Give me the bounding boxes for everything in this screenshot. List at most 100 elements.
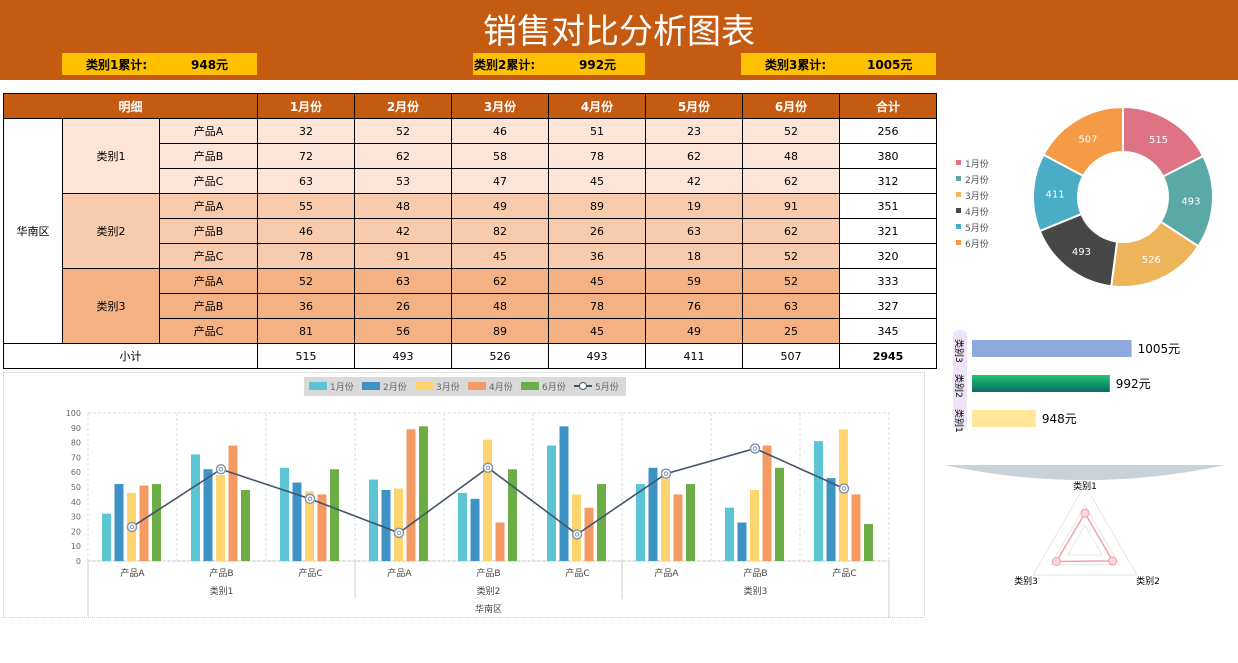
- table-cell[interactable]: 52: [257, 268, 355, 294]
- table-cell[interactable]: 25: [742, 318, 840, 344]
- table-cell[interactable]: 312: [839, 168, 937, 194]
- donut-legend-swatch: [956, 192, 961, 197]
- table-cell[interactable]: 515: [257, 343, 355, 369]
- table-cell[interactable]: 58: [451, 143, 549, 169]
- table-cell[interactable]: 产品C: [159, 168, 258, 194]
- table-cell[interactable]: 56: [354, 318, 452, 344]
- table-cell[interactable]: 48: [742, 143, 840, 169]
- bar-4月份: [139, 485, 149, 561]
- table-cell[interactable]: 333: [839, 268, 937, 294]
- line-point-inner: [841, 486, 847, 491]
- table-cell[interactable]: 82: [451, 218, 549, 244]
- table-cell[interactable]: 45: [548, 168, 646, 194]
- table-cell[interactable]: 62: [354, 143, 452, 169]
- y-tick-label: 100: [66, 409, 81, 418]
- table-cell[interactable]: 26: [548, 218, 646, 244]
- table-cell[interactable]: 493: [354, 343, 452, 369]
- table-cell[interactable]: 产品B: [159, 143, 258, 169]
- bar-4月份: [762, 445, 772, 561]
- table-cell[interactable]: 类别1: [62, 118, 160, 194]
- table-cell[interactable]: 507: [742, 343, 840, 369]
- table-cell[interactable]: 产品B: [159, 218, 258, 244]
- table-cell[interactable]: 91: [354, 243, 452, 269]
- table-cell[interactable]: 52: [742, 243, 840, 269]
- table-cell[interactable]: 48: [451, 293, 549, 319]
- table-cell[interactable]: 48: [354, 193, 452, 219]
- table-cell[interactable]: 47: [451, 168, 549, 194]
- table-cell[interactable]: 产品C: [159, 243, 258, 269]
- table-cell[interactable]: 52: [354, 118, 452, 144]
- table-cell[interactable]: 45: [451, 243, 549, 269]
- table-cell[interactable]: 26: [354, 293, 452, 319]
- table-cell[interactable]: 327: [839, 293, 937, 319]
- table-cell[interactable]: 493: [548, 343, 646, 369]
- x-tick-label: 产品A: [387, 567, 412, 579]
- table-cell[interactable]: 45: [548, 318, 646, 344]
- table-cell[interactable]: 华南区: [3, 118, 63, 344]
- table-cell[interactable]: 81: [257, 318, 355, 344]
- table-cell[interactable]: 42: [354, 218, 452, 244]
- table-cell[interactable]: 小计: [3, 343, 258, 369]
- table-cell[interactable]: 产品A: [159, 268, 258, 294]
- table-cell[interactable]: 63: [742, 293, 840, 319]
- table-cell[interactable]: 72: [257, 143, 355, 169]
- table-cell[interactable]: 产品A: [159, 118, 258, 144]
- table-cell[interactable]: 18: [645, 243, 743, 269]
- table-cell[interactable]: 53: [354, 168, 452, 194]
- table-cell[interactable]: 42: [645, 168, 743, 194]
- table-cell[interactable]: 63: [257, 168, 355, 194]
- table-cell[interactable]: 320: [839, 243, 937, 269]
- table-cell[interactable]: 89: [451, 318, 549, 344]
- table-cell[interactable]: 411: [645, 343, 743, 369]
- table-cell[interactable]: 类别3: [62, 268, 160, 344]
- table-cell[interactable]: 52: [742, 118, 840, 144]
- table-cell[interactable]: 产品B: [159, 293, 258, 319]
- table-cell[interactable]: 62: [451, 268, 549, 294]
- line-point-inner: [307, 496, 313, 502]
- table-cell[interactable]: 345: [839, 318, 937, 344]
- table-cell[interactable]: 526: [451, 343, 549, 369]
- table-cell[interactable]: 2945: [839, 343, 937, 369]
- table-cell[interactable]: 63: [354, 268, 452, 294]
- table-cell[interactable]: 产品A: [159, 193, 258, 219]
- donut-legend-swatch: [956, 160, 961, 165]
- table-cell[interactable]: 380: [839, 143, 937, 169]
- table-cell[interactable]: 78: [257, 243, 355, 269]
- table-cell[interactable]: 36: [257, 293, 355, 319]
- table-cell[interactable]: 321: [839, 218, 937, 244]
- table-cell[interactable]: 49: [451, 193, 549, 219]
- table-cell[interactable]: 23: [645, 118, 743, 144]
- table-cell[interactable]: 78: [548, 293, 646, 319]
- table-cell[interactable]: 19: [645, 193, 743, 219]
- table-cell[interactable]: 256: [839, 118, 937, 144]
- legend-swatch: [415, 382, 433, 390]
- table-cell[interactable]: 52: [742, 268, 840, 294]
- line-point-inner: [574, 532, 580, 537]
- table-cell[interactable]: 49: [645, 318, 743, 344]
- table-cell[interactable]: 62: [645, 143, 743, 169]
- table-cell[interactable]: 63: [645, 218, 743, 244]
- legend-label: 1月份: [330, 381, 354, 393]
- table-cell[interactable]: 55: [257, 193, 355, 219]
- table-cell[interactable]: 46: [451, 118, 549, 144]
- legend-marker: [579, 382, 587, 390]
- table-cell[interactable]: 91: [742, 193, 840, 219]
- table-cell[interactable]: 类别2: [62, 193, 160, 269]
- table-cell[interactable]: 76: [645, 293, 743, 319]
- table-cell[interactable]: 78: [548, 143, 646, 169]
- table-cell[interactable]: 36: [548, 243, 646, 269]
- table-cell[interactable]: 46: [257, 218, 355, 244]
- table-cell[interactable]: 32: [257, 118, 355, 144]
- table-cell[interactable]: 45: [548, 268, 646, 294]
- bar-4月份: [673, 494, 683, 561]
- table-cell[interactable]: 62: [742, 168, 840, 194]
- table-cell[interactable]: 51: [548, 118, 646, 144]
- table-cell[interactable]: 89: [548, 193, 646, 219]
- bar-2月份: [648, 467, 658, 561]
- table-cell[interactable]: 62: [742, 218, 840, 244]
- table-cell[interactable]: 59: [645, 268, 743, 294]
- legend-label: 2月份: [383, 381, 407, 393]
- table-cell[interactable]: 351: [839, 193, 937, 219]
- y-tick-label: 30: [71, 513, 81, 522]
- table-cell[interactable]: 产品C: [159, 318, 258, 344]
